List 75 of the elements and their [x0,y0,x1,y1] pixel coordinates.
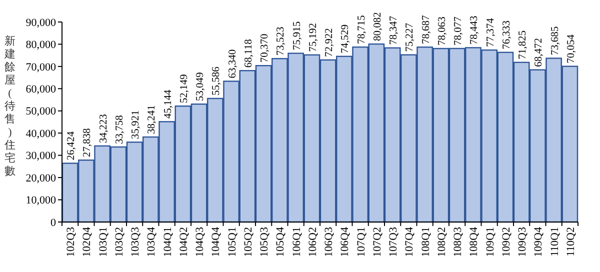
data-label: 68,472 [534,38,545,67]
data-label: 75,227 [404,22,416,52]
x-tick-label: 108Q3 [452,226,464,257]
data-label: 76,333 [501,20,512,50]
x-tick-label: 104Q2 [178,227,190,257]
data-label: 63,340 [227,49,238,78]
y-tick-label: 80,000 [26,39,56,52]
x-tick-label: 102Q3 [65,226,78,257]
x-tick-label: 109Q1 [484,227,496,257]
data-label: 80,082 [372,12,384,42]
x-tick-label: 108Q1 [420,227,432,257]
data-label: 52,149 [178,74,190,104]
x-tick-label: 106Q3 [323,226,336,257]
y-tick-label: 10,000 [26,194,56,207]
data-label: 27,838 [82,128,94,158]
data-label: 73,523 [276,26,287,56]
data-label: 34,223 [98,114,110,143]
data-label: 75,192 [308,23,319,52]
x-tick-label: 105Q2 [242,227,254,257]
data-label: 78,715 [356,15,368,44]
x-tick-label: 109Q2 [500,227,512,257]
data-label: 33,758 [114,115,126,144]
x-tick-label: 107Q4 [404,226,416,257]
x-tick-label: 105Q1 [226,227,238,257]
x-tick-label: 109Q4 [532,226,545,257]
x-tick-label: 103Q4 [146,226,158,257]
x-tick-label: 104Q1 [162,227,174,257]
x-tick-label: 106Q2 [306,227,319,257]
x-tick-label: 109Q3 [516,226,529,257]
x-tick-label: 108Q2 [436,227,448,257]
x-tick-label: 103Q2 [113,227,126,257]
text: 新建餘屋(待售)住宅數 [4,36,16,178]
y-tick-label: 50,000 [26,106,56,118]
y-tick-label: 60,000 [26,84,56,96]
data-label: 78,687 [420,15,432,44]
y-tick-label: 30,000 [26,150,56,162]
data-label: 70,054 [566,34,577,64]
data-label: 75,915 [292,21,303,50]
data-label: 73,685 [550,26,561,56]
x-tick-label: 104Q4 [210,226,222,257]
data-label: 77,374 [485,17,496,48]
data-label: 53,049 [195,72,206,102]
data-label: 72,922 [324,28,336,57]
x-tick-label: 105Q4 [274,226,287,257]
x-tick-label: 107Q3 [388,226,400,257]
x-tick-label: 107Q2 [371,227,384,257]
x-tick-label: 110Q1 [548,227,561,257]
data-label: 71,825 [518,30,529,60]
x-tick-label: 108Q4 [468,226,480,257]
data-label: 78,063 [436,16,448,46]
y-tick-label: 90,000 [26,16,56,29]
data-label: 78,077 [453,16,464,46]
x-tick-label: 103Q3 [130,226,142,257]
data-label: 78,347 [388,16,400,45]
x-tick-label: 110Q2 [564,227,577,257]
data-label: 26,424 [66,130,78,160]
x-tick-label: 107Q1 [355,227,368,257]
data-label: 78,443 [469,16,480,45]
data-label: 35,921 [130,110,142,140]
x-tick-label: 105Q3 [258,226,271,257]
x-tick-label: 102Q4 [81,226,94,257]
x-tick-label: 106Q1 [290,227,303,257]
y-tick-label: 0 [50,216,56,229]
data-label: 45,144 [162,89,174,119]
data-label: 68,118 [243,39,254,68]
x-tick-label: 106Q4 [339,226,352,257]
data-label: 74,529 [340,24,352,54]
data-label: 55,586 [211,66,222,96]
y-tick-label: 70,000 [26,61,56,74]
x-tick-label: 104Q3 [194,226,206,257]
x-tick-label: 103Q1 [97,227,110,257]
y-tick-label: 20,000 [26,172,56,184]
y-tick-label: 40,000 [26,128,56,140]
data-label: 70,370 [260,34,271,63]
data-label: 38,241 [146,105,158,134]
